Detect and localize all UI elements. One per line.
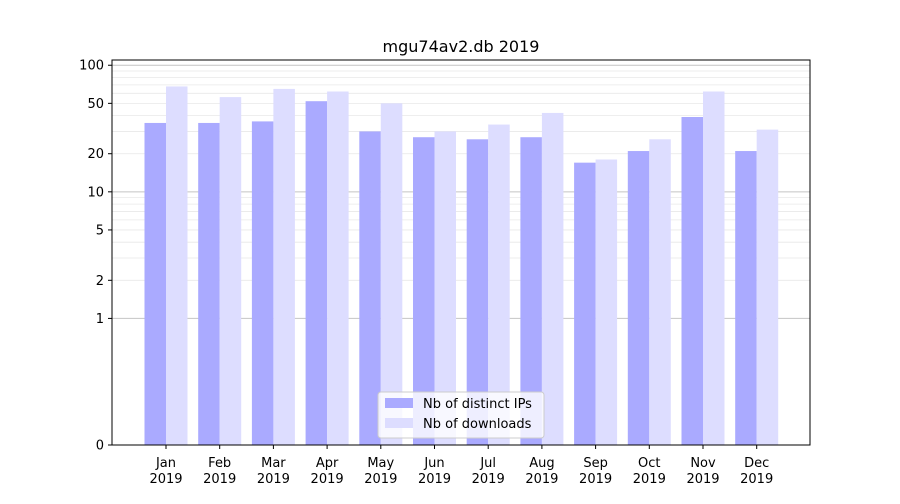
x-tick-label-month: Apr	[316, 456, 339, 471]
bar-distinct-ips	[144, 122, 166, 445]
y-tick-label: 1	[96, 312, 104, 327]
x-tick-label-month: Jan	[155, 456, 176, 471]
y-tick-label: 10	[87, 185, 104, 200]
bar-downloads	[166, 86, 188, 445]
legend-label: Nb of downloads	[423, 417, 532, 432]
legend: Nb of distinct IPs Nb of downloads	[377, 391, 545, 439]
x-tick-label-year: 2019	[472, 472, 505, 487]
x-tick-label-year: 2019	[257, 472, 290, 487]
x-tick-label-month: Aug	[529, 456, 554, 471]
x-tick-label-month: Oct	[638, 456, 660, 471]
bar-downloads	[703, 91, 725, 445]
x-tick-label-month: Jul	[479, 456, 496, 471]
bar-distinct-ips	[574, 162, 596, 445]
x-tick-label-month: Mar	[261, 456, 286, 471]
bar-distinct-ips	[198, 122, 220, 445]
bar-downloads	[756, 129, 779, 445]
bar-distinct-ips	[627, 151, 650, 445]
bars	[144, 86, 779, 446]
x-tick-label-year: 2019	[149, 472, 182, 487]
x-tick-label-year: 2019	[418, 472, 451, 487]
bar-distinct-ips	[735, 151, 757, 445]
bar-downloads	[219, 97, 242, 446]
legend-swatch	[385, 398, 413, 408]
y-tick-label: 2	[96, 274, 104, 289]
bar-downloads	[434, 131, 456, 445]
y-tick-label: 5	[96, 223, 104, 238]
legend-swatch	[385, 418, 413, 428]
x-tick-label-month: Feb	[208, 456, 231, 471]
x-tick-label-year: 2019	[525, 472, 558, 487]
bar-downloads	[380, 103, 403, 445]
bar-downloads	[273, 88, 295, 445]
bar-downloads	[649, 139, 671, 445]
bar-downloads	[327, 91, 349, 445]
x-tick-label-month: Dec	[744, 456, 769, 471]
bar-distinct-ips	[520, 137, 542, 446]
y-tick-label: 0	[96, 439, 104, 454]
y-tick-label: 50	[87, 97, 104, 112]
x-axis: Jan2019Feb2019Mar2019Apr2019May2019Jun20…	[149, 445, 773, 487]
bar-distinct-ips	[305, 101, 328, 446]
x-tick-label-month: Nov	[690, 456, 716, 471]
y-tick-label: 100	[79, 59, 104, 74]
bar-distinct-ips	[466, 139, 489, 445]
x-tick-label-year: 2019	[579, 472, 612, 487]
x-tick-label-month: Sep	[583, 456, 608, 471]
bar-distinct-ips	[413, 137, 435, 446]
x-tick-label-month: Jun	[423, 456, 444, 471]
bar-downloads	[595, 159, 618, 445]
y-tick-label: 20	[87, 147, 104, 162]
legend-box	[377, 391, 545, 439]
bar-downloads	[541, 112, 564, 446]
bar-distinct-ips	[359, 131, 381, 445]
x-tick-label-year: 2019	[203, 472, 236, 487]
y-axis: 0 1 2 5 10 20 50 100	[79, 59, 112, 454]
bar-downloads	[488, 124, 510, 445]
bar-distinct-ips	[681, 117, 703, 446]
x-tick-label-year: 2019	[633, 472, 666, 487]
bar-distinct-ips	[251, 121, 274, 445]
x-tick-label-year: 2019	[686, 472, 719, 487]
x-tick-label-month: May	[367, 456, 394, 471]
legend-label: Nb of distinct IPs	[423, 397, 532, 412]
x-tick-label-year: 2019	[740, 472, 773, 487]
plot-frame	[111, 59, 811, 446]
chart-title: mgu74av2.db 2019	[383, 37, 540, 56]
x-tick-label-year: 2019	[311, 472, 344, 487]
x-tick-label-year: 2019	[364, 472, 397, 487]
